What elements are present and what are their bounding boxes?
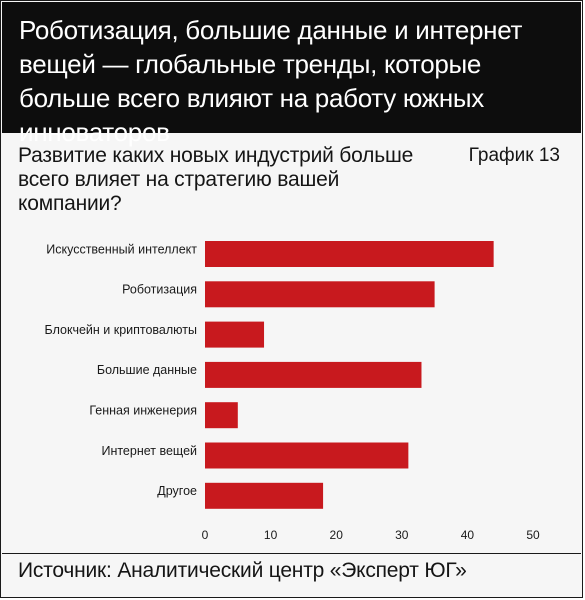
bar-chart: Искусственный интеллект Роботизация Блокче… [1, 231, 585, 551]
category-label-1: Искусственный интеллект [46, 242, 197, 256]
headline: Роботизация, большие данные и интернет в… [19, 15, 523, 147]
bar-7 [205, 482, 324, 509]
bar-3 [205, 321, 265, 348]
category-label-4: Большие данные [97, 363, 197, 377]
category-label-3: Блокчейн и криптовалюты [45, 323, 197, 337]
bars-layer [205, 241, 494, 509]
category-label-2: Роботизация [122, 283, 197, 297]
x-tick-label-4: 30 [395, 528, 409, 542]
category-label-5: Генная инженерия [89, 403, 197, 417]
chart-number: График 13 [468, 145, 560, 166]
bar-chart-svg: Искусственный интеллект Роботизация Блокче… [45, 241, 540, 542]
header-banner: Роботизация, большие данные и интернет в… [2, 2, 581, 147]
x-tick-label-5: 40 [461, 528, 475, 542]
bar-4 [205, 361, 422, 388]
bar-2 [205, 281, 435, 308]
bar-6 [205, 442, 409, 469]
x-tick-label-1: 0 [202, 528, 209, 542]
x-tick-label-3: 20 [330, 528, 344, 542]
x-axis-ticks: 0 10 20 30 40 50 [202, 528, 540, 542]
x-tick-label-2: 10 [264, 528, 278, 542]
source-note: Источник: Аналитический центр «Эксперт Ю… [18, 559, 467, 582]
category-label-7: Другое [157, 484, 197, 498]
category-label-6: Интернет вещей [101, 444, 197, 458]
footer-divider [2, 553, 581, 554]
x-tick-label-6: 50 [526, 528, 540, 542]
category-labels: Искусственный интеллект Роботизация Блокче… [45, 242, 198, 498]
bar-1 [205, 241, 494, 267]
chart-question: Развитие каких новых индустрий больше вс… [18, 144, 414, 215]
bar-5 [205, 402, 238, 429]
